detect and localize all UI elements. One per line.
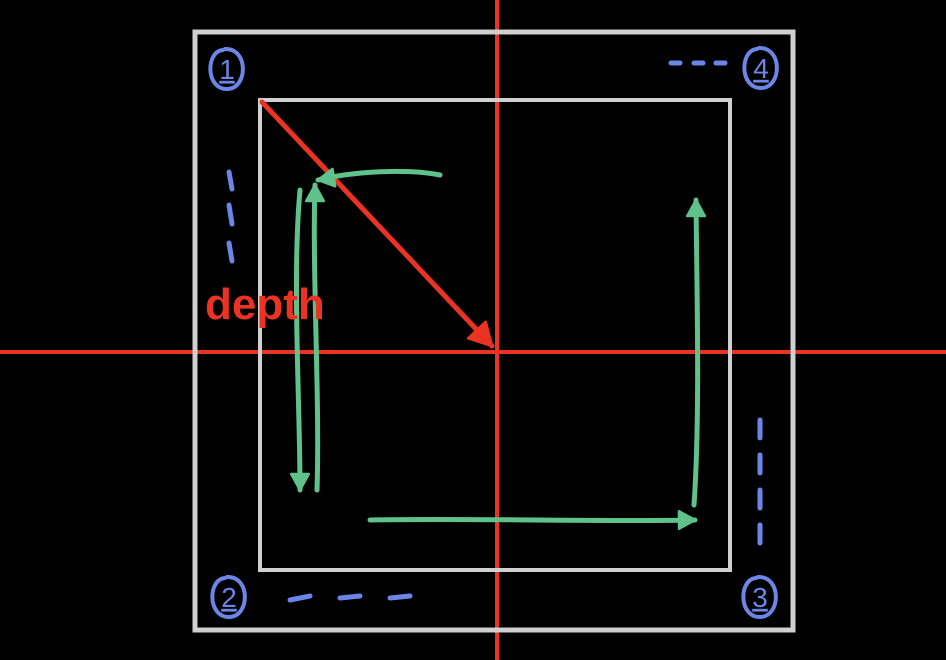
diagram-stage: 1 2 3 4 bbox=[0, 0, 946, 660]
corner-marker-1: 1 bbox=[210, 49, 243, 89]
depth-label: depth bbox=[205, 280, 325, 330]
corner-marker-3: 3 bbox=[743, 577, 776, 617]
dashes-left bbox=[229, 172, 232, 261]
svg-text:3: 3 bbox=[752, 582, 768, 613]
outer-square bbox=[195, 32, 793, 630]
svg-text:1: 1 bbox=[219, 54, 235, 85]
svg-text:2: 2 bbox=[221, 582, 237, 613]
top-left-arrow bbox=[318, 171, 440, 180]
dashes-bottom bbox=[290, 596, 410, 600]
corner-marker-2: 2 bbox=[212, 577, 245, 617]
svg-text:4: 4 bbox=[753, 53, 769, 84]
corner-marker-4: 4 bbox=[744, 48, 777, 88]
left-down-arrow bbox=[296, 190, 300, 490]
bottom-right-arrow bbox=[370, 519, 695, 520]
left-up-arrow bbox=[314, 185, 317, 490]
